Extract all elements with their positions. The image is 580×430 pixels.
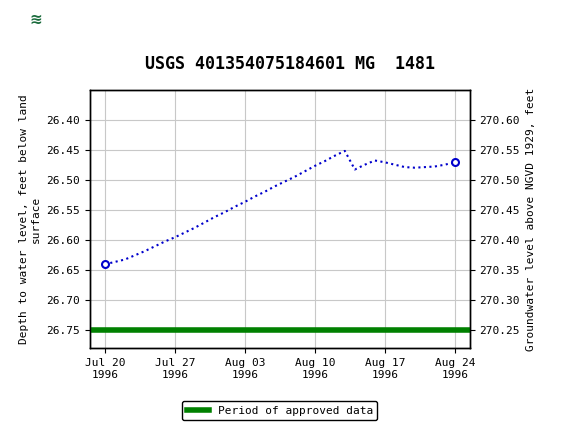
Text: USGS: USGS: [72, 10, 127, 28]
Legend: Period of approved data: Period of approved data: [182, 401, 378, 420]
Bar: [7, 3, 65, 36]
Text: ≋: ≋: [30, 12, 42, 27]
Y-axis label: Groundwater level above NGVD 1929, feet: Groundwater level above NGVD 1929, feet: [525, 88, 535, 351]
Y-axis label: Depth to water level, feet below land
surface: Depth to water level, feet below land su…: [19, 95, 41, 344]
Text: USGS 401354075184601 MG  1481: USGS 401354075184601 MG 1481: [145, 55, 435, 73]
